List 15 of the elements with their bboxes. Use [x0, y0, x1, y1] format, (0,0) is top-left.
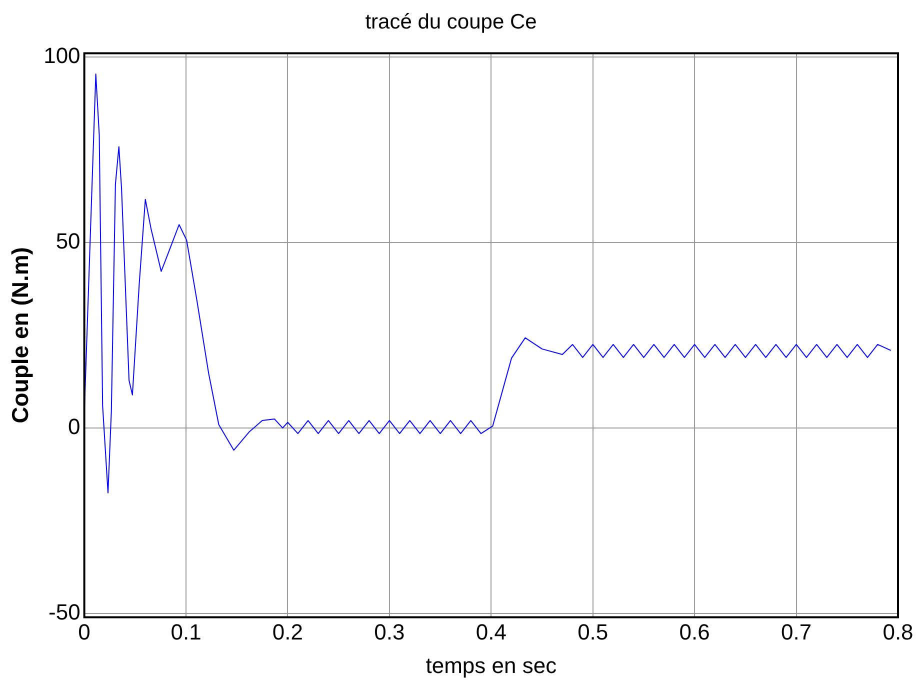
y-tick-label: 50: [56, 228, 80, 254]
x-tick-label: 0.5: [578, 619, 608, 644]
x-tick-label: 0.2: [272, 619, 304, 644]
y-tick-label: -50: [48, 600, 80, 625]
x-tick-label: 0.3: [374, 619, 405, 644]
x-axis-title: temps en sec: [426, 652, 557, 678]
x-tick-label: 0.7: [780, 619, 812, 644]
x-tick-label: 0.4: [476, 619, 506, 644]
x-tick-label: 0.1: [170, 619, 202, 644]
x-tick-label: 0.6: [679, 619, 710, 644]
chart-title: tracé du coupe Ce: [365, 10, 537, 34]
y-tick-label: 0: [68, 414, 80, 440]
y-axis-title: Couple en (N.m): [7, 247, 34, 424]
y-tick-label: 100: [44, 42, 80, 68]
x-tick-label: 0.8: [882, 619, 914, 644]
